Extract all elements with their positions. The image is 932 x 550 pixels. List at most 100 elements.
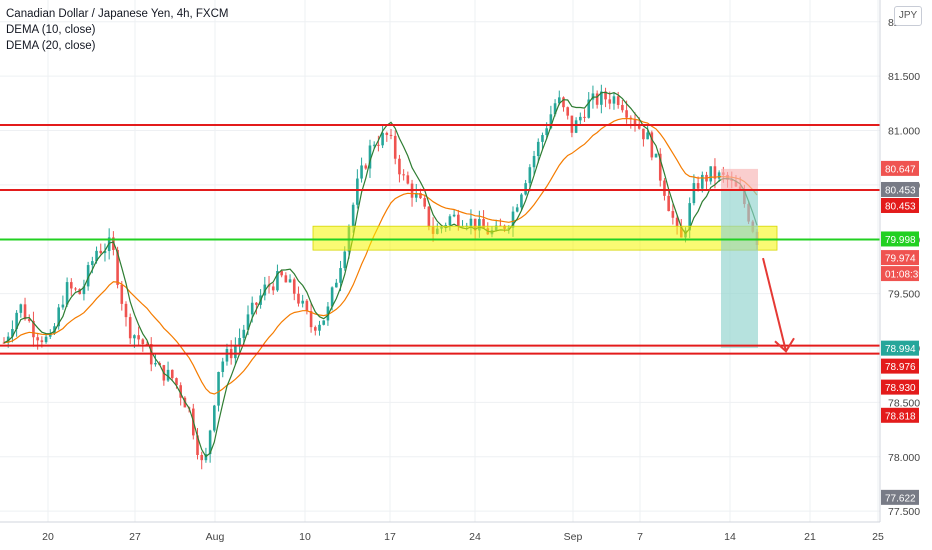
candle-body [583,116,586,118]
candle-body [574,120,578,133]
candle-body [288,279,292,283]
candle-body [238,337,241,347]
candle [99,243,103,255]
candle-body [40,340,44,343]
candle-body [608,99,612,104]
candle-body [385,132,389,135]
candle [499,218,502,227]
price-label: 78.976 [881,358,919,374]
candle-body [406,175,410,184]
chart-title: Canadian Dollar / Japanese Yen, 4h, FXCM [6,8,229,20]
price-label-text: 79.998 [885,235,916,246]
y-tick-label: 78.500 [888,397,920,409]
candle-body [402,174,405,176]
candle-body [360,165,363,179]
candle-body [70,282,73,289]
time-axis-bg [0,522,932,550]
price-label-bg [881,160,919,176]
candle-body [179,385,182,398]
candle-body [524,183,527,195]
candle [356,169,359,209]
candle-body [381,132,384,146]
price-label: 80.647 [881,160,919,176]
candle-body [368,145,372,169]
candle-body [276,271,279,291]
candle-body [414,193,418,198]
candle [629,115,633,129]
price-label-bg [881,250,919,266]
currency-button[interactable]: JPY [894,6,922,26]
candle [162,364,166,386]
candle-body [326,306,330,321]
candle-body [553,103,557,115]
candle-body [478,219,481,231]
candle [70,278,73,296]
x-tick-label: 25 [872,531,884,543]
candle-body [604,91,607,100]
candle-body [545,128,548,136]
candle-body [549,114,553,129]
price-label-bg [881,181,919,197]
candle-body [482,219,485,229]
price-label-bg [881,266,919,282]
candle-body [36,337,39,341]
candle [61,295,65,310]
candle [600,84,603,114]
price-label-text: 01:08:39 [885,270,924,281]
price-label-bg [881,358,919,374]
candle [288,274,292,283]
candle [524,179,527,196]
candle [44,333,48,344]
indicator-dema20[interactable]: DEMA (20, close) [6,40,96,52]
candle [364,163,368,170]
price-label-text: 80.453 [885,201,916,212]
price-label-text: 78.976 [885,362,916,373]
x-tick-label: 17 [384,531,396,543]
support-zone [312,225,778,251]
candle-body [208,430,212,455]
candle-body [515,207,519,212]
candle-body [393,135,397,159]
candle-body [637,125,641,129]
candle [658,148,662,187]
candle-body [625,110,628,118]
candle-body [6,336,10,343]
indicator-dema10[interactable]: DEMA (10, close) [6,24,96,36]
candle-body [427,206,431,227]
candle [541,132,544,150]
candle-body [141,339,145,345]
candle-body [351,204,355,227]
candle-body [15,312,18,330]
candle [196,427,199,460]
candle [292,277,296,301]
stop-box [721,168,758,190]
candle [562,96,565,112]
candle-body [133,335,136,339]
candle [124,301,128,327]
candle [128,313,132,345]
candle [86,261,90,291]
candle [360,157,363,183]
candle [305,299,309,315]
candle [335,278,338,288]
candle-body [520,194,523,208]
candles [2,84,759,470]
candle-body [48,333,52,337]
y-tick-label: 77.500 [888,506,920,518]
candle [515,203,519,213]
candle [705,171,708,191]
candle-body [612,96,616,104]
candle-body [82,286,86,295]
price-label-text: 80.453 [885,185,916,196]
candle [309,302,313,333]
candle [318,320,321,336]
candle-body [61,304,65,308]
price-label-bg [881,340,919,356]
x-tick-label: Aug [206,531,225,543]
x-tick-label: 21 [804,531,816,543]
candle-body [419,193,422,199]
candle-body [255,302,258,305]
candle-body [116,249,119,285]
price-label-text: 77.622 [885,493,916,504]
